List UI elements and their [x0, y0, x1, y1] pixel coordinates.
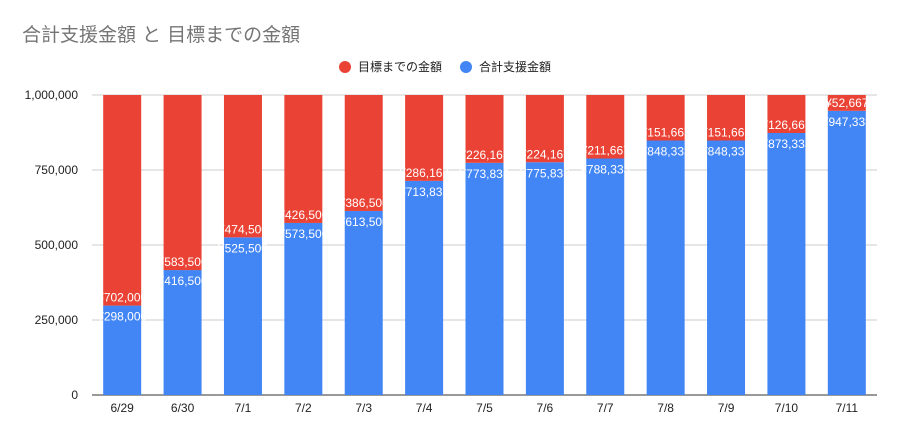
data-label-remaining: ¥286,167	[398, 166, 449, 180]
data-label-remaining: ¥426,500	[277, 208, 328, 222]
data-label-remaining: ¥224,167	[519, 147, 570, 161]
bar-remaining-7/10	[767, 95, 806, 134]
y-tick-label: 0	[71, 388, 78, 402]
data-label-remaining: ¥151,667	[640, 126, 691, 140]
data-label-raised: ¥947,333	[821, 115, 872, 129]
x-tick-label: 7/5	[476, 401, 493, 415]
data-label-raised: ¥713,833	[398, 185, 449, 199]
bar-raised-7/1	[223, 237, 262, 395]
bar-raised-7/11	[827, 110, 866, 395]
bar-raised-6/29	[103, 305, 142, 395]
bar-remaining-7/2	[284, 95, 323, 223]
data-label-remaining: ¥583,500	[157, 255, 208, 269]
legend-swatch-raised	[460, 61, 472, 73]
data-label-raised: ¥525,500	[217, 241, 268, 255]
data-label-raised: ¥416,500	[157, 274, 208, 288]
legend-swatch-remaining	[339, 61, 351, 73]
bar-raised-7/5	[465, 162, 504, 395]
data-label-remaining: ¥474,500	[217, 222, 268, 236]
bar-raised-7/7	[586, 158, 625, 395]
bar-raised-7/3	[344, 210, 383, 395]
bar-remaining-7/8	[646, 95, 685, 141]
data-label-remaining: ¥226,167	[458, 148, 509, 162]
x-tick-label: 7/4	[416, 401, 433, 415]
x-tick-label: 7/1	[235, 401, 252, 415]
x-tick-label: 7/10	[775, 401, 799, 415]
data-label-remaining: ¥702,000	[96, 291, 147, 305]
bar-raised-7/9	[707, 140, 746, 395]
data-label-raised: ¥775,833	[519, 166, 570, 180]
data-label-raised: ¥613,500	[338, 215, 389, 229]
data-label-remaining: ¥52,667	[824, 96, 869, 110]
data-label-raised: ¥848,333	[640, 145, 691, 159]
x-tick-label: 7/9	[718, 401, 735, 415]
bar-remaining-6/29	[103, 95, 142, 306]
chart-title: 合計支援金額 と 目標までの金額	[22, 24, 301, 46]
x-tick-label: 7/7	[597, 401, 614, 415]
bar-remaining-7/9	[707, 95, 746, 141]
data-label-remaining: ¥386,500	[338, 196, 389, 210]
bar-remaining-7/1	[223, 95, 262, 238]
data-label-raised: ¥298,000	[96, 310, 147, 324]
bar-remaining-7/5	[465, 95, 504, 163]
bar-raised-7/10	[767, 133, 806, 395]
data-label-raised: ¥573,500	[277, 227, 328, 241]
bar-raised-7/2	[284, 222, 323, 395]
data-label-remaining: ¥126,667	[760, 118, 811, 132]
bar-raised-7/6	[525, 162, 564, 395]
legend-label-raised: 合計支援金額	[479, 59, 551, 74]
legend-label-remaining: 目標までの金額	[358, 59, 442, 74]
x-tick-label: 7/3	[355, 401, 372, 415]
bar-raised-6/30	[163, 270, 202, 395]
bar-remaining-7/6	[525, 95, 564, 163]
x-tick-label: 6/29	[111, 401, 135, 415]
x-tick-label: 7/8	[657, 401, 674, 415]
x-tick-label: 7/6	[537, 401, 554, 415]
x-tick-label: 6/30	[171, 401, 195, 415]
data-label-raised: ¥848,333	[700, 145, 751, 159]
data-label-raised: ¥873,333	[760, 137, 811, 151]
y-tick-label: 1,000,000	[25, 88, 79, 102]
bar-remaining-7/7	[586, 95, 625, 159]
bar-remaining-7/11	[827, 95, 866, 111]
y-tick-label: 750,000	[35, 163, 79, 177]
x-tick-label: 7/2	[295, 401, 312, 415]
y-tick-label: 500,000	[35, 238, 79, 252]
bar-raised-7/4	[405, 180, 444, 395]
y-tick-label: 250,000	[35, 313, 79, 327]
data-label-raised: ¥773,833	[458, 167, 509, 181]
bar-remaining-7/4	[405, 95, 444, 181]
bar-remaining-6/30	[163, 95, 202, 271]
data-label-remaining: ¥151,667	[700, 126, 751, 140]
data-label-raised: ¥788,333	[579, 163, 630, 177]
data-label-remaining: ¥211,667	[580, 144, 630, 158]
bar-raised-7/8	[646, 140, 685, 395]
x-tick-label: 7/11	[836, 401, 859, 415]
bar-remaining-7/3	[344, 95, 383, 211]
